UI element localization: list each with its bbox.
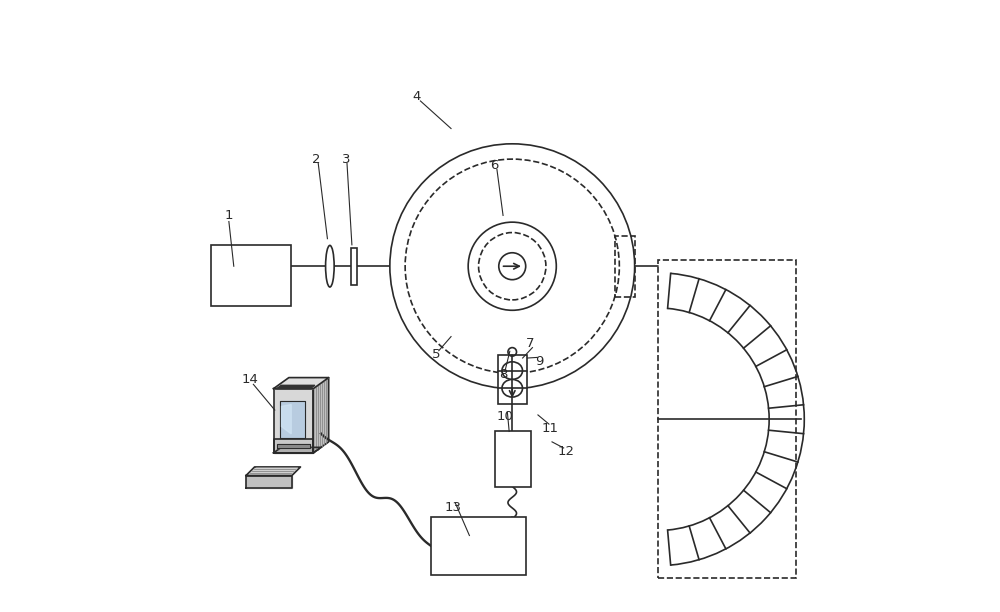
Polygon shape (274, 439, 313, 453)
Text: 11: 11 (542, 422, 559, 435)
Bar (615, 236, 635, 297)
Text: 5: 5 (431, 348, 440, 362)
Polygon shape (274, 447, 321, 453)
Text: 4: 4 (412, 90, 420, 103)
Text: 14: 14 (242, 373, 259, 386)
Polygon shape (280, 401, 305, 438)
Text: 8: 8 (499, 368, 507, 381)
Circle shape (390, 144, 635, 389)
Text: 13: 13 (444, 501, 461, 515)
Bar (351, 248, 357, 285)
Text: 1: 1 (225, 209, 233, 222)
Text: 2: 2 (312, 152, 321, 166)
Text: 9: 9 (536, 354, 544, 368)
Text: 10: 10 (496, 409, 513, 423)
Text: 7: 7 (526, 337, 535, 351)
Bar (658, 260, 796, 578)
Text: 6: 6 (490, 159, 498, 172)
Text: 12: 12 (558, 445, 575, 458)
Polygon shape (246, 467, 300, 476)
Circle shape (499, 253, 526, 280)
Bar (431, 517, 526, 575)
Polygon shape (313, 378, 329, 453)
Circle shape (468, 222, 556, 310)
Polygon shape (246, 476, 292, 488)
Bar (495, 431, 531, 487)
Ellipse shape (326, 245, 334, 287)
Polygon shape (277, 386, 315, 389)
Ellipse shape (502, 362, 523, 379)
Polygon shape (274, 389, 313, 453)
Polygon shape (282, 405, 291, 434)
Bar (498, 355, 527, 404)
Text: 3: 3 (342, 152, 350, 166)
Polygon shape (274, 378, 329, 389)
Polygon shape (277, 444, 310, 448)
Ellipse shape (502, 379, 523, 397)
Bar (211, 245, 291, 306)
